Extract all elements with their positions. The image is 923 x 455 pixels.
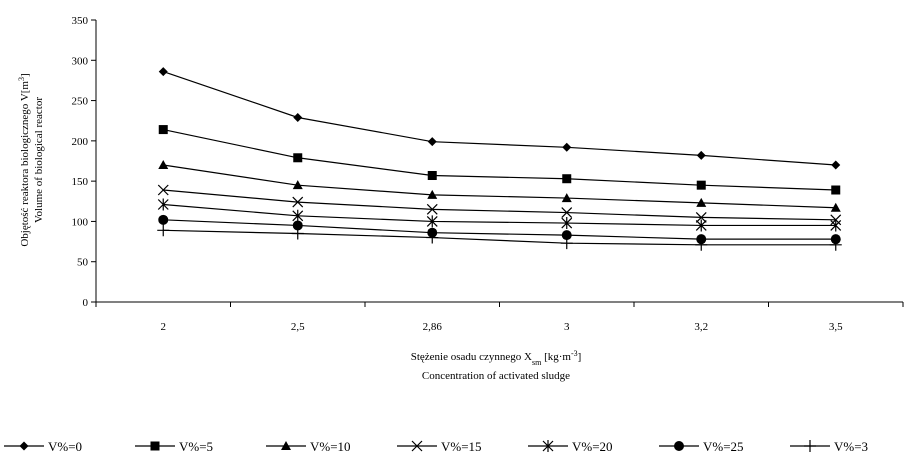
y-tick-label: 150 [72, 176, 89, 188]
legend-label: V%=0 [48, 439, 82, 454]
legend-label: V%=10 [310, 439, 351, 454]
x-tick-label: 2 [161, 321, 167, 333]
axes [91, 19, 904, 307]
data-point-triangle [696, 197, 707, 207]
y-tick-labels: 0 50 100 150 200 250 300 350 [72, 15, 89, 309]
data-point-x [426, 203, 438, 215]
legend-item: V%=15 [397, 439, 482, 454]
data-point-plus [426, 231, 439, 244]
y-axis-label-english: Volume of biological reactor [33, 97, 45, 223]
data-point-plus [695, 238, 708, 251]
data-point-square [696, 180, 706, 190]
data-point-square [293, 153, 303, 163]
legend-marker-star [542, 440, 554, 452]
data-point-star [830, 219, 842, 232]
legend-label: V%=25 [703, 439, 744, 454]
data-point-plus [157, 224, 170, 237]
y-axis-label: Objętość reaktora biologicznego V[m3] [17, 73, 32, 246]
series-triangle [158, 160, 841, 212]
data-point-triangle [158, 160, 169, 170]
legend-label: V%=5 [179, 439, 213, 454]
series-line [163, 203, 836, 227]
series-line [163, 164, 836, 209]
series-plus [157, 224, 842, 251]
data-point-square [831, 185, 841, 195]
legend-marker-plus [804, 440, 816, 452]
series-line [163, 70, 836, 166]
data-point-plus [291, 227, 304, 240]
legend-item: V%=10 [266, 439, 351, 454]
data-point-star [157, 198, 169, 211]
y-tick-label: 50 [77, 257, 89, 269]
data-point-circle [292, 220, 303, 231]
series-star [157, 198, 842, 232]
series-line [163, 229, 836, 246]
x-tick-label: 2,86 [423, 321, 443, 333]
legend-marker-circle [674, 441, 684, 451]
y-tick-label: 250 [72, 96, 89, 108]
data-point-circle [158, 214, 169, 225]
data-point-star [292, 209, 304, 222]
data-point-diamond [293, 112, 303, 122]
legend-marker-diamond [19, 441, 29, 451]
data-point-triangle [830, 202, 841, 212]
x-tick-label: 3,5 [829, 321, 843, 333]
x-tick-label: 2,5 [291, 321, 305, 333]
data-point-diamond [158, 67, 168, 77]
series-diamond [158, 67, 841, 170]
x-tick-labels: 2 2,5 2,86 3 3,2 3,5 [161, 321, 844, 333]
series-square [158, 125, 841, 195]
legend-item: V%=3 [790, 439, 868, 454]
data-point-x [292, 196, 304, 208]
data-point-triangle [292, 180, 303, 190]
legend-item: V%=25 [659, 439, 744, 454]
series-circle [158, 214, 841, 245]
data-point-x [695, 211, 707, 223]
data-point-triangle [561, 193, 572, 203]
data-point-square [562, 174, 572, 184]
legend-marker-square [150, 441, 160, 451]
data-point-diamond [696, 150, 706, 160]
x-axis-label-english: Concentration of activated sludge [422, 370, 570, 382]
data-point-square [427, 171, 437, 181]
data-point-star [426, 215, 438, 228]
y-tick-label: 350 [72, 15, 89, 27]
legend-label: V%=15 [441, 439, 482, 454]
series-line [163, 189, 836, 221]
legend-item: V%=20 [528, 439, 613, 454]
data-point-square [158, 125, 168, 135]
series-group [157, 67, 842, 251]
x-tick-label: 3 [564, 321, 570, 333]
data-point-x [157, 184, 169, 196]
legend-marker-triangle [281, 441, 291, 450]
data-point-diamond [831, 160, 841, 170]
data-point-circle [561, 230, 572, 241]
x-tick-label: 3,2 [694, 321, 708, 333]
legend-label: V%=20 [572, 439, 613, 454]
data-point-diamond [427, 137, 437, 147]
legend-marker-x [411, 440, 423, 452]
x-axis-label: Stężenie osadu czynnego Xsm [kg·m-3] [411, 349, 582, 367]
data-point-plus [560, 237, 573, 250]
y-tick-label: 100 [72, 216, 89, 228]
series-line [163, 219, 836, 240]
data-point-triangle [427, 189, 438, 199]
y-tick-label: 0 [83, 297, 89, 309]
y-tick-label: 300 [72, 55, 89, 67]
legend-label: V%=3 [834, 439, 868, 454]
legend-item: V%=5 [135, 439, 213, 454]
data-point-star [695, 219, 707, 232]
y-tick-label: 200 [72, 136, 89, 148]
data-point-diamond [562, 142, 572, 152]
legend-item: V%=0 [4, 439, 82, 454]
data-point-x [561, 207, 573, 218]
data-point-star [561, 217, 573, 230]
legend: V%=0 V%=5 V%=10 V%=15 V%=20 V%=25 V%=3 [4, 439, 868, 454]
data-point-plus [829, 238, 842, 251]
series-line [163, 128, 836, 191]
series-x [157, 184, 842, 226]
